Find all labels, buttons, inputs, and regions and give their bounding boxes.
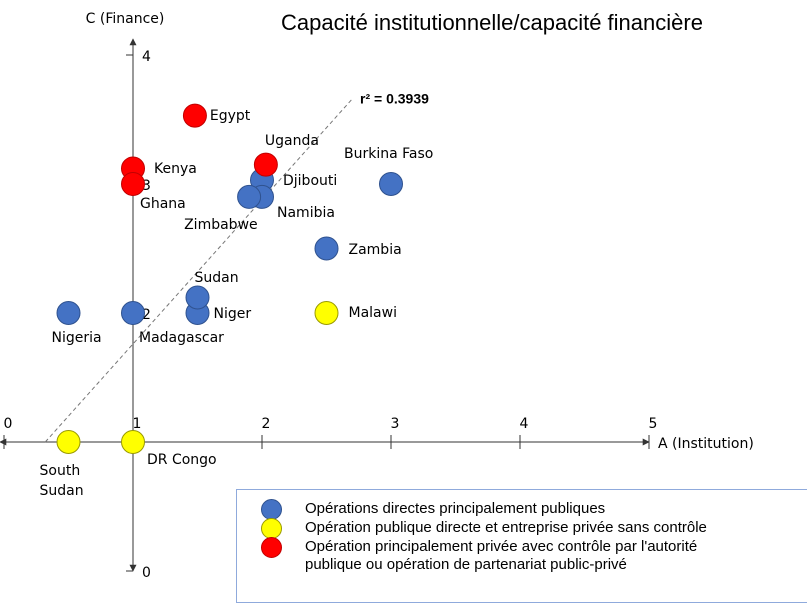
point-label: Zambia [348,241,402,258]
point-label: Sudan [194,269,239,286]
data-point [379,172,403,196]
x-tick-label: 4 [520,416,529,432]
legend-swatch [261,499,282,520]
legend: Opérations directes principalement publi… [236,489,807,603]
y-tick-label: 2 [142,307,151,323]
x-tick-label: 5 [649,416,658,432]
data-point [121,301,145,325]
data-point [121,172,145,196]
legend-text: Opération principalement privée avec con… [305,538,698,573]
legend-text: Opérations directes principalement publi… [305,500,606,517]
point-label: Djibouti [283,173,338,190]
x-tick-label: 0 [4,416,13,432]
point-label: Madagascar [139,330,224,346]
legend-swatch [261,518,282,539]
point-label: Burkina Faso [344,146,434,162]
point-label: Kenya [154,160,197,177]
x-tick-label: 1 [133,416,142,432]
point-label: South Sudan [39,463,84,499]
r-squared: r² = 0.3939 [360,91,429,107]
x-tick-label: 2 [262,416,271,432]
point-label: DR Congo [147,452,217,468]
data-point [182,103,207,128]
x-axis-label: A (Institution) [658,436,754,452]
chart-title: Capacité institutionnelle/capacité finan… [281,10,703,35]
data-point [253,152,278,177]
data-point [121,430,145,454]
data-point [314,301,339,325]
point-label: Namibia [277,204,335,221]
point-label: Uganda [264,132,319,149]
x-tick-label: 3 [391,416,400,432]
point-label: Ghana [140,196,186,212]
y-axis-label: C (Finance) [86,11,165,27]
legend-swatch [261,537,282,558]
y-tick-label: 0 [142,565,151,581]
legend-text: Opération publique directe et entreprise… [305,519,707,536]
data-point [56,301,81,325]
data-point [314,236,339,261]
point-label: Egypt [209,107,251,124]
data-point [185,285,210,310]
point-label: Niger [213,306,252,322]
data-point [237,184,262,209]
point-label: Nigeria [51,330,102,346]
y-tick-label: 3 [142,178,151,194]
point-label: Zimbabwe [184,216,258,233]
data-point [56,430,81,454]
y-tick-label: 4 [142,49,151,65]
point-label: Malawi [348,305,397,321]
